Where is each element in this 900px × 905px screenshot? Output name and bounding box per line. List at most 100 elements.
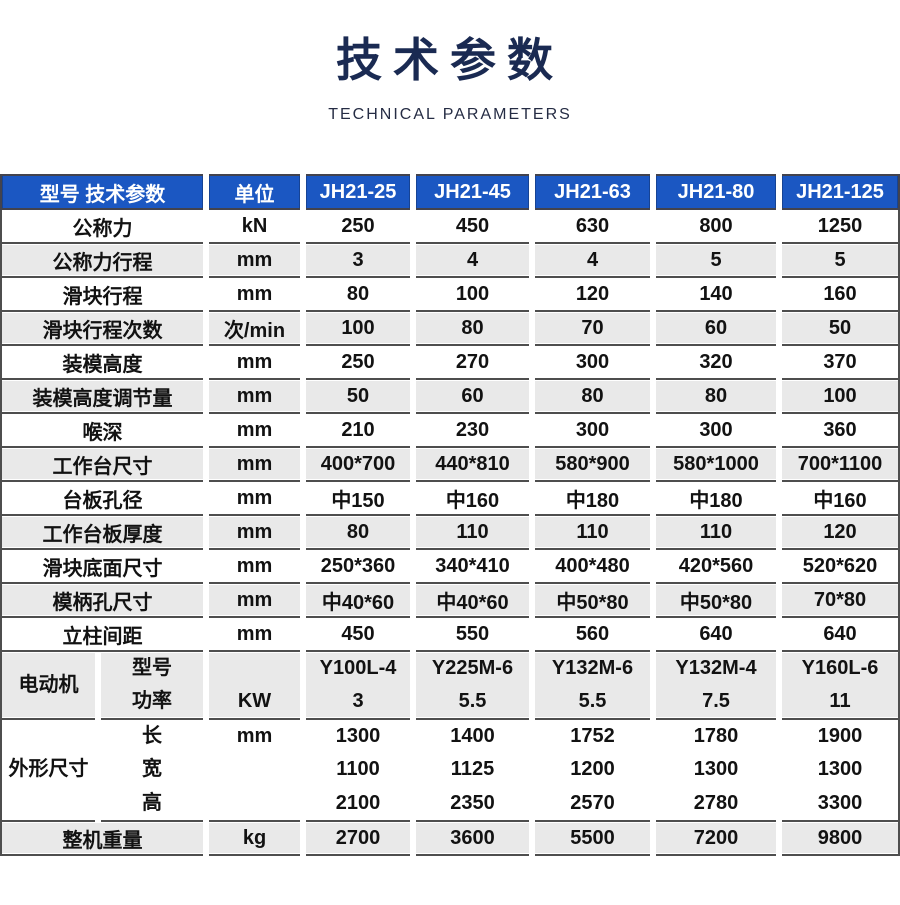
motor-model-value: Y225M-6 bbox=[431, 657, 514, 679]
param-value: 中160 bbox=[416, 482, 529, 516]
dimension-width-value: 1100 bbox=[336, 758, 380, 781]
row-motor: 电动机 型号 功率 KW Y100L-4 3 Y225M-6 5.5 Y132M… bbox=[0, 652, 900, 720]
param-unit: mm bbox=[209, 278, 300, 312]
motor-sub-label-model: 型号 bbox=[132, 657, 172, 679]
row-nominal-force-stroke: 公称力行程 mm 3 4 4 5 5 bbox=[0, 244, 900, 278]
param-value: 400*700 bbox=[306, 448, 410, 482]
dimension-length-value: 1400 bbox=[450, 725, 495, 748]
param-name: 台板孔径 bbox=[0, 482, 203, 516]
param-value: 中150 bbox=[306, 482, 410, 516]
param-value: 110 bbox=[656, 516, 776, 550]
param-unit: mm bbox=[209, 618, 300, 652]
motor-values: Y160L-6 11 bbox=[782, 652, 900, 720]
param-value: 250*360 bbox=[306, 550, 410, 584]
param-value: 100 bbox=[416, 278, 529, 312]
row-worktable-size: 工作台尺寸 mm 400*700 440*810 580*900 580*100… bbox=[0, 448, 900, 482]
param-value: 5 bbox=[782, 244, 900, 278]
header-unit-label: 单位 bbox=[209, 174, 300, 210]
param-value: 420*560 bbox=[656, 550, 776, 584]
motor-model-value: Y132M-4 bbox=[675, 657, 757, 679]
param-value: 中40*60 bbox=[306, 584, 410, 618]
row-overall-dimensions: 外形尺寸 长 宽 高 mm 1300 1100 2100 1400 1125 2… bbox=[0, 720, 900, 822]
param-value: 70 bbox=[535, 312, 650, 346]
dimension-width-value: 1300 bbox=[693, 758, 739, 781]
param-value: 80 bbox=[535, 380, 650, 414]
param-name: 滑块底面尺寸 bbox=[0, 550, 203, 584]
param-value: 580*900 bbox=[535, 448, 650, 482]
param-name: 立柱间距 bbox=[0, 618, 203, 652]
param-value: 270 bbox=[416, 346, 529, 380]
dimensions-values: 1752 1200 2570 bbox=[535, 720, 650, 822]
dimension-length-value: 1780 bbox=[693, 725, 739, 748]
dimensions-unit: mm bbox=[209, 720, 300, 822]
motor-power-value: 5.5 bbox=[458, 690, 487, 712]
param-name: 装模高度调节量 bbox=[0, 380, 203, 414]
dimension-length-value: 1752 bbox=[570, 725, 615, 748]
param-value: 800 bbox=[656, 210, 776, 244]
param-value: 450 bbox=[416, 210, 529, 244]
param-value: 中50*80 bbox=[535, 584, 650, 618]
row-strokes-per-minute: 滑块行程次数 次/min 100 80 70 60 50 bbox=[0, 312, 900, 346]
param-value: 2700 bbox=[306, 822, 410, 856]
motor-values: Y100L-4 3 bbox=[306, 652, 410, 720]
param-unit: mm bbox=[209, 482, 300, 516]
param-name: 喉深 bbox=[0, 414, 203, 448]
row-die-height-adjustment: 装模高度调节量 mm 50 60 80 80 100 bbox=[0, 380, 900, 414]
param-value: 160 bbox=[782, 278, 900, 312]
dimensions-group-label: 外形尺寸 bbox=[0, 720, 95, 822]
param-value: 9800 bbox=[782, 822, 900, 856]
motor-power-value: 5.5 bbox=[578, 690, 607, 712]
param-value: 250 bbox=[306, 346, 410, 380]
motor-values: Y132M-6 5.5 bbox=[535, 652, 650, 720]
param-unit: mm bbox=[209, 584, 300, 618]
motor-sub-label-power: 功率 bbox=[132, 690, 172, 712]
param-value: 70*80 bbox=[782, 584, 900, 618]
param-value: 580*1000 bbox=[656, 448, 776, 482]
param-value: 80 bbox=[416, 312, 529, 346]
param-value: 100 bbox=[782, 380, 900, 414]
dimension-height-value: 2780 bbox=[693, 791, 739, 814]
dimension-length-value: 1300 bbox=[335, 725, 381, 748]
param-value: 140 bbox=[656, 278, 776, 312]
param-value: 520*620 bbox=[782, 550, 900, 584]
param-value: 440*810 bbox=[416, 448, 529, 482]
param-value: 300 bbox=[656, 414, 776, 448]
dimension-height-value: 2350 bbox=[450, 791, 495, 814]
dimension-length-value: 1900 bbox=[817, 725, 863, 748]
param-value: 300 bbox=[535, 346, 650, 380]
param-value: 630 bbox=[535, 210, 650, 244]
param-value: 1250 bbox=[782, 210, 900, 244]
dimension-height-value: 2570 bbox=[570, 791, 615, 814]
motor-values: Y132M-4 7.5 bbox=[656, 652, 776, 720]
row-die-height: 装模高度 mm 250 270 300 320 370 bbox=[0, 346, 900, 380]
title-block: 技术参数 TECHNICAL PARAMETERS bbox=[0, 0, 900, 124]
param-value: 50 bbox=[782, 312, 900, 346]
dimension-height-value: 3300 bbox=[817, 791, 863, 814]
param-name: 公称力 bbox=[0, 210, 203, 244]
param-value: 320 bbox=[656, 346, 776, 380]
param-value: 370 bbox=[782, 346, 900, 380]
param-value: 中180 bbox=[656, 482, 776, 516]
param-value: 360 bbox=[782, 414, 900, 448]
param-value: 中180 bbox=[535, 482, 650, 516]
row-table-hole-diameter: 台板孔径 mm 中150 中160 中180 中180 中160 bbox=[0, 482, 900, 516]
page-subtitle: TECHNICAL PARAMETERS bbox=[328, 106, 572, 123]
param-name: 模柄孔尺寸 bbox=[0, 584, 203, 618]
param-name: 滑块行程次数 bbox=[0, 312, 203, 346]
table-header-row: 型号 技术参数 单位 JH21-25 JH21-45 JH21-63 JH21-… bbox=[0, 174, 900, 210]
dimension-width-value: 1300 bbox=[817, 758, 863, 781]
param-value: 640 bbox=[782, 618, 900, 652]
param-unit: kN bbox=[209, 210, 300, 244]
param-value: 230 bbox=[416, 414, 529, 448]
param-unit: mm bbox=[209, 414, 300, 448]
motor-power-value: 11 bbox=[829, 690, 851, 712]
row-slide-stroke: 滑块行程 mm 80 100 120 140 160 bbox=[0, 278, 900, 312]
param-unit: mm bbox=[209, 346, 300, 380]
param-value: 110 bbox=[535, 516, 650, 550]
param-name: 整机重量 bbox=[0, 822, 203, 856]
motor-model-value: Y100L-4 bbox=[319, 657, 397, 679]
motor-group-label: 电动机 bbox=[0, 652, 95, 720]
row-slide-bottom-size: 滑块底面尺寸 mm 250*360 340*410 400*480 420*56… bbox=[0, 550, 900, 584]
dimension-sub-label-width: 宽 bbox=[142, 758, 162, 781]
